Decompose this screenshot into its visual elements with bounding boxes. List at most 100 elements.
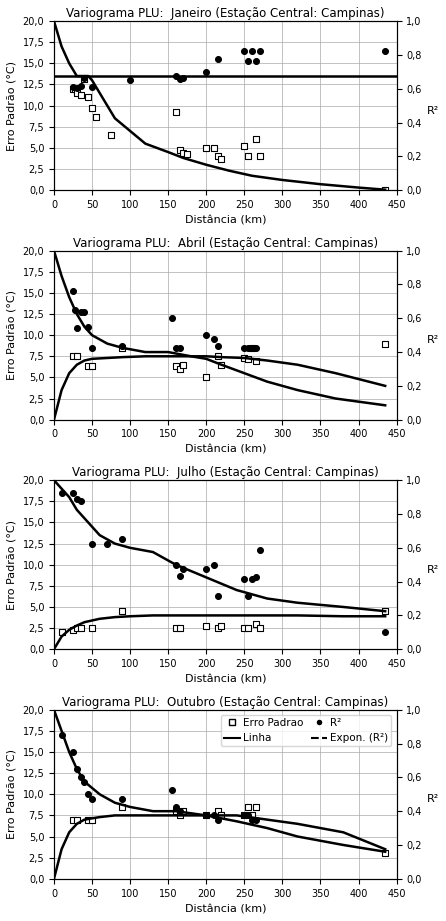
- Point: [241, 808, 248, 822]
- Point: [180, 70, 187, 85]
- Point: [214, 812, 221, 827]
- Y-axis label: R²: R²: [427, 565, 439, 575]
- Point: [70, 79, 77, 94]
- Point: [248, 341, 256, 356]
- Point: [172, 621, 179, 635]
- Point: [176, 808, 183, 822]
- Point: [252, 799, 259, 814]
- Point: [202, 64, 210, 79]
- Point: [72, 81, 79, 96]
- Point: [241, 341, 248, 356]
- Point: [73, 349, 80, 364]
- Point: [241, 139, 248, 154]
- Point: [85, 812, 92, 827]
- Point: [172, 359, 179, 374]
- Point: [176, 804, 183, 819]
- Point: [73, 621, 80, 635]
- Point: [81, 70, 88, 85]
- Point: [244, 621, 252, 635]
- Point: [241, 808, 248, 822]
- X-axis label: Distância (km): Distância (km): [185, 904, 266, 914]
- Point: [119, 532, 126, 547]
- Point: [218, 151, 225, 166]
- Point: [176, 71, 183, 86]
- Point: [104, 536, 111, 551]
- Point: [248, 812, 256, 827]
- Point: [77, 88, 84, 103]
- Point: [214, 589, 221, 603]
- Point: [252, 132, 259, 146]
- Point: [382, 625, 389, 640]
- Point: [256, 43, 263, 58]
- Point: [77, 304, 84, 319]
- Point: [70, 349, 77, 364]
- Legend: Erro Padrao, Linha, R², Expon. (R²): Erro Padrao, Linha, R², Expon. (R²): [221, 715, 392, 746]
- Point: [248, 808, 256, 822]
- Point: [72, 302, 79, 317]
- Y-axis label: Erro Padrão (°C): Erro Padrão (°C): [7, 750, 17, 839]
- Point: [214, 349, 221, 364]
- Point: [88, 79, 95, 94]
- Point: [202, 808, 210, 822]
- Point: [248, 572, 256, 587]
- Title: Variograma PLU:  Janeiro (Estação Central: Campinas): Variograma PLU: Janeiro (Estação Central…: [66, 7, 384, 20]
- Point: [256, 543, 263, 558]
- Point: [214, 149, 221, 164]
- Point: [211, 808, 218, 822]
- Point: [382, 846, 389, 861]
- Point: [88, 359, 95, 374]
- Point: [172, 557, 179, 572]
- Point: [252, 812, 259, 827]
- Point: [382, 336, 389, 351]
- Point: [169, 311, 176, 326]
- Title: Variograma PLU:  Julho (Estação Central: Campinas): Variograma PLU: Julho (Estação Central: …: [72, 466, 379, 479]
- Point: [77, 79, 84, 94]
- Point: [70, 81, 77, 96]
- Y-axis label: R²: R²: [427, 335, 439, 345]
- Title: Variograma PLU:  Outubro (Estação Central: Campinas): Variograma PLU: Outubro (Estação Central…: [62, 695, 388, 708]
- Point: [107, 128, 115, 143]
- Point: [214, 804, 221, 819]
- Point: [241, 351, 248, 366]
- Point: [88, 621, 95, 635]
- Point: [256, 621, 263, 635]
- Point: [172, 804, 179, 819]
- Point: [73, 812, 80, 827]
- Point: [244, 53, 252, 68]
- Point: [214, 339, 221, 354]
- Point: [252, 570, 259, 585]
- Point: [180, 357, 187, 372]
- Point: [244, 808, 252, 822]
- Point: [218, 357, 225, 372]
- Point: [211, 332, 218, 347]
- Point: [81, 71, 88, 86]
- Y-axis label: Erro Padrão (°C): Erro Padrão (°C): [7, 290, 17, 380]
- Point: [202, 141, 210, 156]
- Point: [211, 557, 218, 572]
- Point: [202, 328, 210, 343]
- Y-axis label: Erro Padrão (°C): Erro Padrão (°C): [7, 61, 17, 151]
- Point: [248, 43, 256, 58]
- Y-axis label: Erro Padrão (°C): Erro Padrão (°C): [7, 519, 17, 610]
- Point: [244, 352, 252, 367]
- Point: [77, 770, 84, 785]
- Point: [58, 728, 65, 742]
- Point: [256, 149, 263, 164]
- Point: [214, 52, 221, 66]
- Point: [252, 53, 259, 68]
- Point: [127, 73, 134, 87]
- X-axis label: Distância (km): Distância (km): [185, 674, 266, 684]
- Point: [252, 353, 259, 367]
- Point: [88, 341, 95, 356]
- Point: [180, 804, 187, 819]
- Point: [241, 43, 248, 58]
- Point: [218, 619, 225, 634]
- Point: [244, 149, 252, 164]
- Point: [73, 80, 80, 95]
- Point: [81, 775, 88, 789]
- X-axis label: Distância (km): Distância (km): [185, 216, 266, 226]
- Point: [73, 321, 80, 335]
- Y-axis label: R²: R²: [427, 794, 439, 804]
- Point: [88, 812, 95, 827]
- Point: [88, 791, 95, 806]
